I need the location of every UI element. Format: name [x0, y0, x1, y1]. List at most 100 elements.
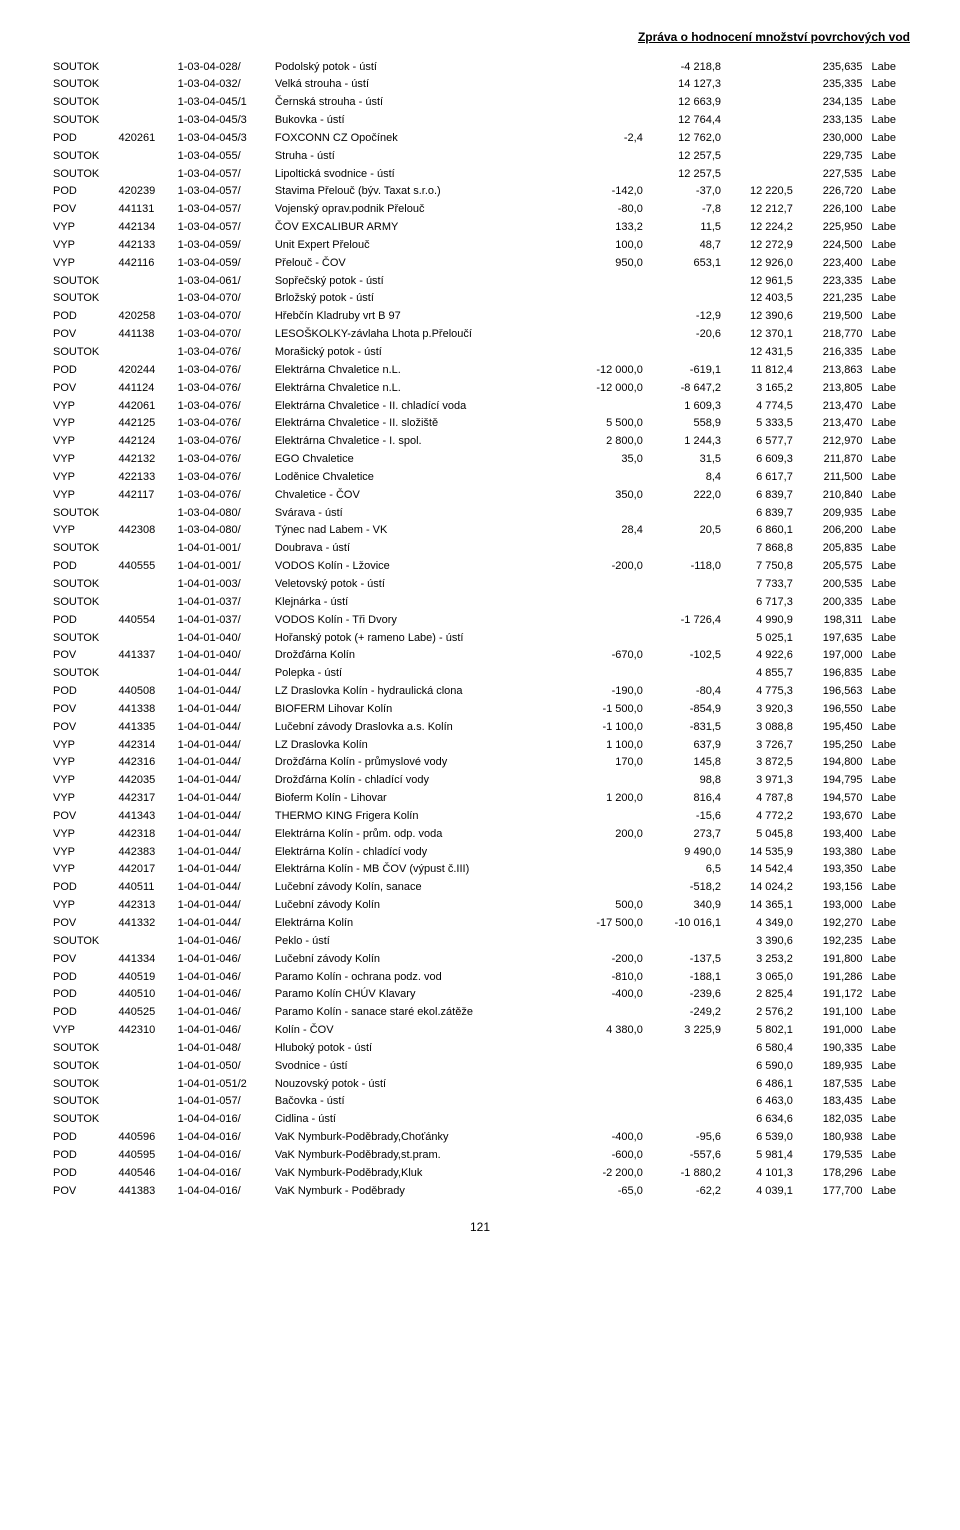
- cell-name: Paramo Kolín CHÚV Klavary: [272, 986, 568, 1004]
- cell-v2: -12,9: [646, 308, 724, 326]
- cell-v3: 4 349,0: [724, 915, 796, 933]
- cell-v4: 213,805: [796, 379, 866, 397]
- cell-v2: [646, 540, 724, 558]
- cell-name: Vojenský oprav.podnik Přelouč: [272, 201, 568, 219]
- cell-v1: 200,0: [568, 825, 646, 843]
- cell-v4: 192,235: [796, 932, 866, 950]
- cell-v1: 100,0: [568, 236, 646, 254]
- cell-river: Labe: [866, 754, 910, 772]
- cell-v1: 133,2: [568, 219, 646, 237]
- cell-v1: [568, 1111, 646, 1129]
- cell-v3: 6 590,0: [724, 1057, 796, 1075]
- cell-v3: 12 403,5: [724, 290, 796, 308]
- table-row: VYP4421161-03-04-059/Přelouč - ČOV950,06…: [50, 254, 910, 272]
- cell-v2: [646, 665, 724, 683]
- cell-type: SOUTOK: [50, 94, 116, 112]
- page-number: 121: [50, 1220, 910, 1234]
- cell-code: 420244: [116, 361, 175, 379]
- cell-river: Labe: [866, 575, 910, 593]
- table-row: SOUTOK1-04-01-003/Veletovský potok - úst…: [50, 575, 910, 593]
- cell-type: VYP: [50, 522, 116, 540]
- table-row: SOUTOK1-04-01-001/Doubrava - ústí7 868,8…: [50, 540, 910, 558]
- cell-river: Labe: [866, 308, 910, 326]
- cell-type: VYP: [50, 861, 116, 879]
- cell-type: VYP: [50, 843, 116, 861]
- cell-v1: 35,0: [568, 451, 646, 469]
- cell-v4: 193,400: [796, 825, 866, 843]
- cell-code: 420258: [116, 308, 175, 326]
- cell-v1: -810,0: [568, 968, 646, 986]
- table-row: POD4405101-04-01-046/Paramo Kolín CHÚV K…: [50, 986, 910, 1004]
- cell-locator: 1-04-04-016/: [175, 1129, 272, 1147]
- cell-type: VYP: [50, 219, 116, 237]
- cell-locator: 1-03-04-045/3: [175, 112, 272, 130]
- cell-name: Klejnárka - ústí: [272, 593, 568, 611]
- cell-locator: 1-04-01-044/: [175, 754, 272, 772]
- cell-v1: -12 000,0: [568, 379, 646, 397]
- cell-type: SOUTOK: [50, 344, 116, 362]
- data-table: SOUTOK1-03-04-028/Podolský potok - ústí-…: [50, 58, 910, 1200]
- cell-v1: 4 380,0: [568, 1022, 646, 1040]
- cell-v3: 3 920,3: [724, 700, 796, 718]
- cell-type: SOUTOK: [50, 147, 116, 165]
- cell-v1: 28,4: [568, 522, 646, 540]
- cell-v4: 178,296: [796, 1164, 866, 1182]
- cell-v1: [568, 397, 646, 415]
- table-row: SOUTOK1-03-04-028/Podolský potok - ústí-…: [50, 58, 910, 76]
- cell-v1: [568, 504, 646, 522]
- cell-name: VODOS Kolín - Lžovice: [272, 558, 568, 576]
- cell-v3: 6 839,7: [724, 504, 796, 522]
- cell-river: Labe: [866, 147, 910, 165]
- cell-v3: 6 580,4: [724, 1039, 796, 1057]
- cell-locator: 1-04-01-046/: [175, 1022, 272, 1040]
- table-row: VYP4420171-04-01-044/Elektrárna Kolín - …: [50, 861, 910, 879]
- table-row: POV4413371-04-01-040/Drožďárna Kolín-670…: [50, 647, 910, 665]
- cell-v3: [724, 165, 796, 183]
- cell-v1: -2,4: [568, 129, 646, 147]
- cell-locator: 1-04-01-003/: [175, 575, 272, 593]
- cell-v4: 230,000: [796, 129, 866, 147]
- cell-type: POV: [50, 718, 116, 736]
- cell-v1: 950,0: [568, 254, 646, 272]
- cell-locator: 1-03-04-080/: [175, 522, 272, 540]
- cell-v1: [568, 76, 646, 94]
- cell-name: Lučební závody Kolín: [272, 897, 568, 915]
- cell-type: POD: [50, 1164, 116, 1182]
- cell-code: [116, 932, 175, 950]
- cell-code: 442035: [116, 772, 175, 790]
- cell-river: Labe: [866, 486, 910, 504]
- cell-v3: 3 726,7: [724, 736, 796, 754]
- cell-name: Lučební závody Draslovka a.s. Kolín: [272, 718, 568, 736]
- cell-name: VaK Nymburk-Poděbrady,st.pram.: [272, 1146, 568, 1164]
- cell-type: SOUTOK: [50, 165, 116, 183]
- cell-river: Labe: [866, 1146, 910, 1164]
- cell-locator: 1-03-04-057/: [175, 201, 272, 219]
- cell-v2: 12 257,5: [646, 147, 724, 165]
- cell-v3: 5 981,4: [724, 1146, 796, 1164]
- cell-v2: 12 257,5: [646, 165, 724, 183]
- cell-type: POD: [50, 558, 116, 576]
- cell-v4: 194,800: [796, 754, 866, 772]
- cell-v2: 48,7: [646, 236, 724, 254]
- cell-river: Labe: [866, 825, 910, 843]
- cell-type: VYP: [50, 772, 116, 790]
- table-row: POV4411381-03-04-070/LESOŠKOLKY-závlaha …: [50, 326, 910, 344]
- cell-code: 440508: [116, 683, 175, 701]
- cell-river: Labe: [866, 254, 910, 272]
- cell-v2: -7,8: [646, 201, 724, 219]
- cell-code: 440546: [116, 1164, 175, 1182]
- cell-river: Labe: [866, 129, 910, 147]
- cell-locator: 1-03-04-059/: [175, 236, 272, 254]
- cell-river: Labe: [866, 326, 910, 344]
- cell-code: [116, 504, 175, 522]
- cell-name: Loděnice Chvaletice: [272, 468, 568, 486]
- cell-locator: 1-03-04-057/: [175, 219, 272, 237]
- cell-name: Veletovský potok - ústí: [272, 575, 568, 593]
- cell-v4: 187,535: [796, 1075, 866, 1093]
- cell-code: [116, 58, 175, 76]
- cell-type: SOUTOK: [50, 504, 116, 522]
- cell-v1: [568, 843, 646, 861]
- cell-name: Lipoltická svodnice - ústí: [272, 165, 568, 183]
- cell-v3: 12 212,7: [724, 201, 796, 219]
- cell-v2: [646, 1111, 724, 1129]
